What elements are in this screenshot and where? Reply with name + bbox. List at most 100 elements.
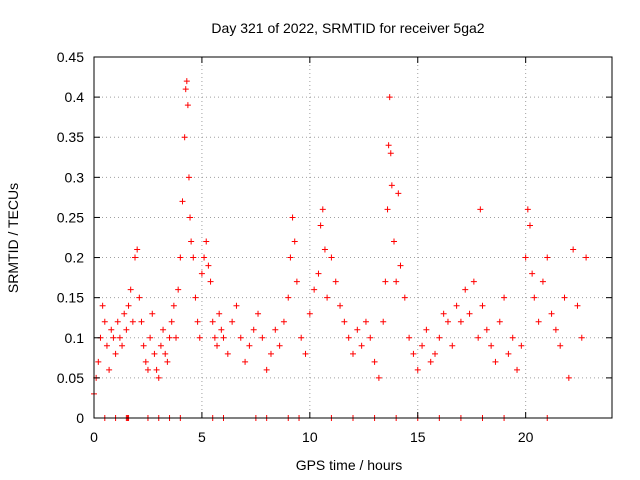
data-point: [526, 222, 533, 229]
data-point: [177, 254, 184, 261]
data-point: [272, 326, 279, 333]
data-point: [552, 326, 559, 333]
data-point: [401, 294, 408, 301]
x-tick-label: 20: [518, 429, 534, 445]
data-point: [449, 342, 456, 349]
data-point: [462, 286, 469, 293]
data-point: [132, 254, 139, 261]
y-tick-label: 0.25: [57, 209, 84, 225]
data-point: [387, 150, 394, 157]
data-point: [250, 326, 257, 333]
data-point: [583, 254, 590, 261]
x-tick-label: 10: [302, 429, 318, 445]
data-point: [116, 334, 123, 341]
data-point: [324, 294, 331, 301]
data-point: [142, 358, 149, 365]
data-point: [328, 254, 335, 261]
data-point: [205, 262, 212, 269]
data-point: [531, 294, 538, 301]
data-point: [196, 334, 203, 341]
data-point: [138, 318, 145, 325]
data-point: [216, 310, 223, 317]
data-point: [185, 174, 192, 181]
data-point: [280, 318, 287, 325]
data-point: [548, 310, 555, 317]
data-point: [119, 342, 126, 349]
data-point: [453, 302, 460, 309]
data-point: [203, 238, 210, 245]
data-point: [214, 342, 221, 349]
data-point: [106, 366, 113, 373]
data-point: [496, 318, 503, 325]
data-point: [136, 294, 143, 301]
data-point: [488, 342, 495, 349]
data-point: [125, 302, 132, 309]
data-point: [393, 278, 400, 285]
data-point: [505, 350, 512, 357]
data-point: [246, 342, 253, 349]
data-point: [522, 254, 529, 261]
data-point: [539, 278, 546, 285]
data-point: [565, 374, 572, 381]
y-tick-label: 0.05: [57, 370, 84, 386]
data-point: [514, 366, 521, 373]
data-point: [367, 334, 374, 341]
data-point: [187, 214, 194, 221]
data-point: [229, 318, 236, 325]
data-point: [170, 302, 177, 309]
data-point: [380, 318, 387, 325]
data-point: [263, 366, 270, 373]
data-point: [457, 318, 464, 325]
x-axis-label: GPS time / hours: [296, 457, 403, 473]
data-point: [194, 318, 201, 325]
plot-frame: [93, 56, 613, 419]
data-point: [151, 350, 158, 357]
x-tick-label: 5: [198, 429, 206, 445]
data-point: [371, 358, 378, 365]
data-point: [518, 342, 525, 349]
data-point: [483, 326, 490, 333]
data-point: [354, 326, 361, 333]
data-point: [166, 334, 173, 341]
data-point: [544, 254, 551, 261]
data-point: [358, 342, 365, 349]
data-point: [311, 286, 318, 293]
data-point: [184, 102, 191, 109]
data-point: [557, 342, 564, 349]
data-point: [570, 246, 577, 253]
data-point: [293, 278, 300, 285]
data-point: [134, 246, 141, 253]
data-point: [561, 294, 568, 301]
data-point: [574, 302, 581, 309]
data-point: [444, 318, 451, 325]
data-point: [182, 86, 189, 93]
data-point: [345, 334, 352, 341]
data-point: [207, 278, 214, 285]
data-point: [181, 134, 188, 141]
data-point: [350, 350, 356, 357]
data-point: [237, 334, 244, 341]
grid: [94, 57, 612, 418]
y-axis-label: SRMTID / TECUs: [5, 183, 21, 293]
data-point: [385, 142, 392, 149]
data-point: [168, 318, 175, 325]
data-point: [427, 358, 434, 365]
data-point: [218, 326, 225, 333]
data-point: [188, 238, 195, 245]
data-point: [475, 334, 482, 341]
x-tick-label: 15: [410, 429, 426, 445]
axis-ticks: 0 0.05 0.1 0.15 0.2 0.25 0.3 0.35 0.4 0.45 0 5 10 15 2…: [57, 49, 612, 445]
data-point: [255, 310, 262, 317]
data-point: [99, 302, 106, 309]
data-point: [477, 206, 484, 213]
data-point: [153, 366, 160, 373]
data-point: [535, 318, 542, 325]
data-point: [267, 350, 274, 357]
data-point: [501, 294, 508, 301]
data-point: [173, 334, 180, 341]
y-tick-label: 0.1: [65, 330, 85, 346]
data-point: [123, 326, 130, 333]
data-point: [209, 318, 216, 325]
data-point: [140, 342, 147, 349]
